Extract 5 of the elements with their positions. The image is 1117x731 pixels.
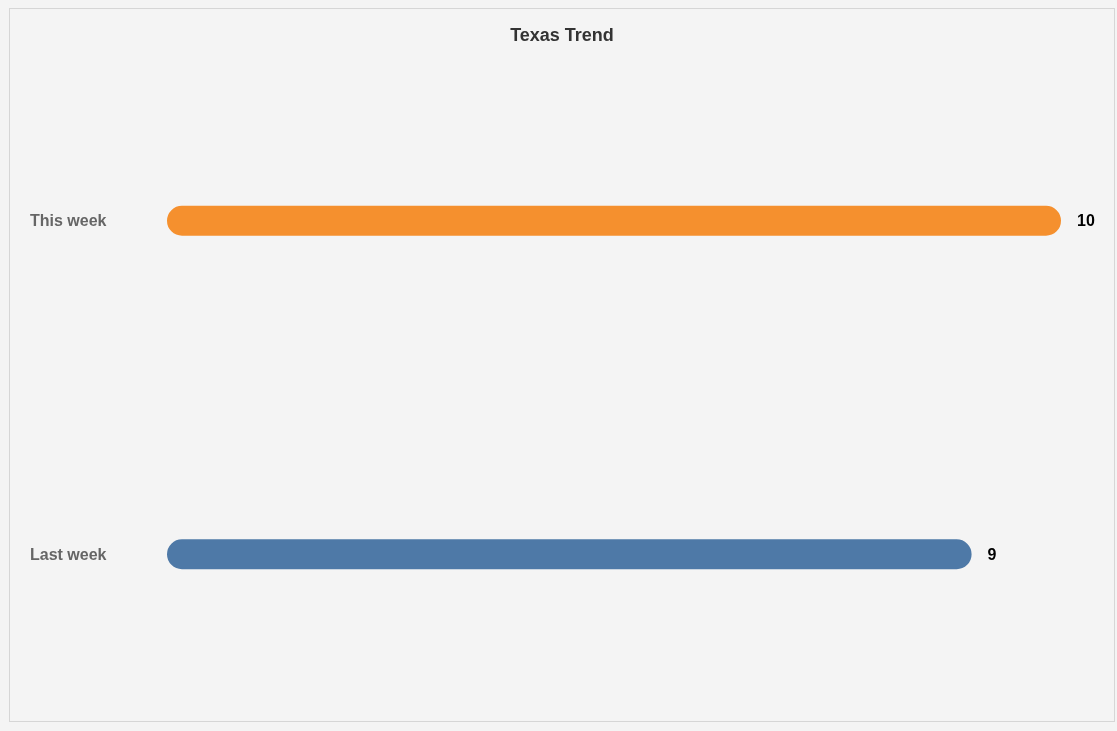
y-tick-label: This week — [30, 212, 107, 230]
y-tick-label: Last week — [30, 545, 107, 563]
chart-title: Texas Trend — [510, 25, 614, 45]
data-label: 9 — [987, 545, 997, 563]
data-label: 10 — [1077, 212, 1095, 230]
